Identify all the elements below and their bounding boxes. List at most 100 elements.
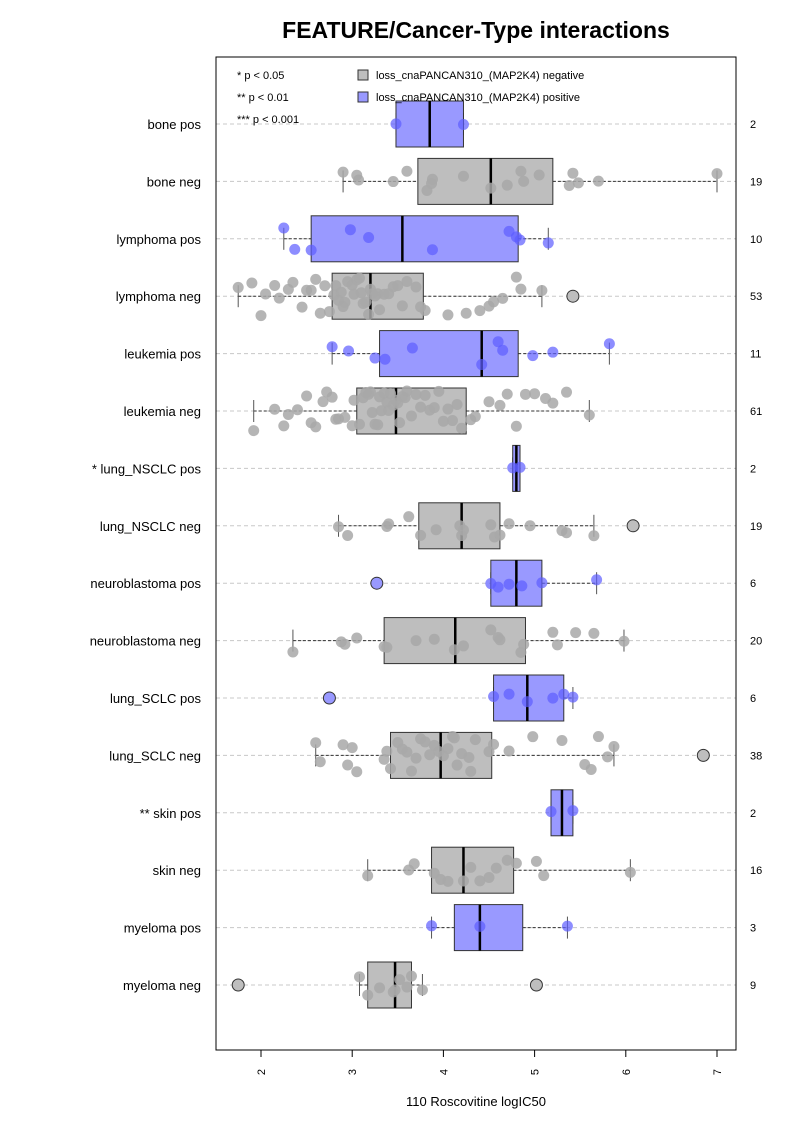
data-point (533, 169, 545, 181)
data-point (567, 691, 579, 703)
category-label: lymphoma neg (116, 289, 201, 304)
data-point (426, 920, 438, 932)
data-point (383, 518, 395, 530)
data-point (430, 524, 442, 536)
category-label: lung_SCLC pos (110, 691, 202, 706)
data-point (497, 344, 509, 356)
data-point (503, 688, 515, 700)
data-point (416, 984, 428, 996)
x-tick-label: 5 (530, 1069, 542, 1075)
data-point (501, 854, 513, 866)
data-point (469, 734, 481, 746)
data-point (447, 415, 459, 427)
data-point (343, 345, 355, 357)
group-count: 3 (750, 923, 756, 935)
category-label: myeloma neg (123, 978, 201, 993)
data-point (519, 388, 531, 400)
x-axis: 2 3 4 5 6 7 (256, 1049, 724, 1075)
data-point (363, 308, 375, 320)
data-point (326, 391, 338, 403)
box (417, 157, 554, 205)
group-count: 38 (750, 750, 762, 762)
data-point (310, 421, 322, 433)
data-point (426, 173, 438, 185)
data-point (448, 644, 460, 656)
x-axis-label: 110 Roscovitine logIC50 (406, 1094, 546, 1109)
data-point (456, 422, 468, 434)
data-point (583, 409, 595, 421)
x-tick-label: 3 (347, 1069, 359, 1075)
data-point (314, 756, 326, 768)
data-point (362, 989, 374, 1001)
data-point (326, 341, 338, 353)
data-point (405, 765, 417, 777)
data-point (291, 404, 303, 416)
data-point (524, 520, 536, 532)
legend-swatch (357, 91, 369, 103)
outlier-point (529, 978, 543, 992)
data-point (494, 634, 506, 646)
data-point (518, 638, 530, 650)
data-point (457, 875, 469, 887)
data-point (442, 309, 454, 321)
group-count: 6 (750, 693, 756, 705)
data-point (492, 336, 504, 348)
data-point (269, 280, 281, 292)
data-point (490, 862, 502, 874)
data-point (339, 411, 351, 423)
data-point (547, 397, 559, 409)
legend: * p < 0.05 ** p < 0.01 *** p < 0.001 loss_c… (237, 69, 584, 126)
data-point (287, 646, 299, 658)
legend-label: loss_cnaPANCAN310_(MAP2K4) positive (376, 92, 580, 104)
data-point (503, 578, 515, 590)
data-point (410, 752, 422, 764)
data-point (442, 743, 454, 755)
data-point (353, 272, 365, 284)
data-point (545, 806, 557, 818)
data-point (248, 425, 260, 437)
data-point (401, 981, 413, 993)
data-point (588, 627, 600, 639)
data-point (561, 527, 573, 539)
group-count: 19 (750, 521, 762, 533)
legend-label: loss_cnaPANCAN310_(MAP2K4) negative (376, 70, 584, 82)
data-point (510, 420, 522, 432)
outlier-point (566, 289, 580, 303)
data-point (310, 273, 322, 285)
data-point (278, 420, 290, 432)
data-point (351, 632, 363, 644)
data-point (269, 403, 281, 415)
data-point (485, 519, 497, 531)
data-point (344, 224, 356, 236)
data-point (346, 742, 358, 754)
data-point (389, 984, 401, 996)
data-point (390, 118, 402, 130)
data-point (381, 641, 393, 653)
data-point (314, 307, 326, 319)
data-point (310, 737, 322, 749)
data-point (273, 292, 285, 304)
data-point (567, 805, 579, 817)
data-point (530, 855, 542, 867)
data-point (342, 530, 354, 542)
data-point (547, 692, 559, 704)
data-point (278, 222, 290, 234)
category-label: neuroblastoma neg (90, 634, 201, 649)
category-label: myeloma pos (124, 921, 202, 936)
x-tick-label: 7 (712, 1069, 724, 1075)
data-point (561, 920, 573, 932)
data-point (408, 858, 420, 870)
data-point (323, 306, 335, 318)
data-point (585, 763, 597, 775)
data-point (335, 286, 347, 298)
data-point (301, 390, 313, 402)
data-point (353, 174, 365, 186)
data-point (364, 386, 376, 398)
data-point (379, 353, 391, 365)
x-tick-label: 6 (621, 1069, 633, 1075)
data-point (592, 175, 604, 187)
data-point (563, 180, 575, 192)
data-point (260, 288, 272, 300)
data-point (465, 765, 477, 777)
